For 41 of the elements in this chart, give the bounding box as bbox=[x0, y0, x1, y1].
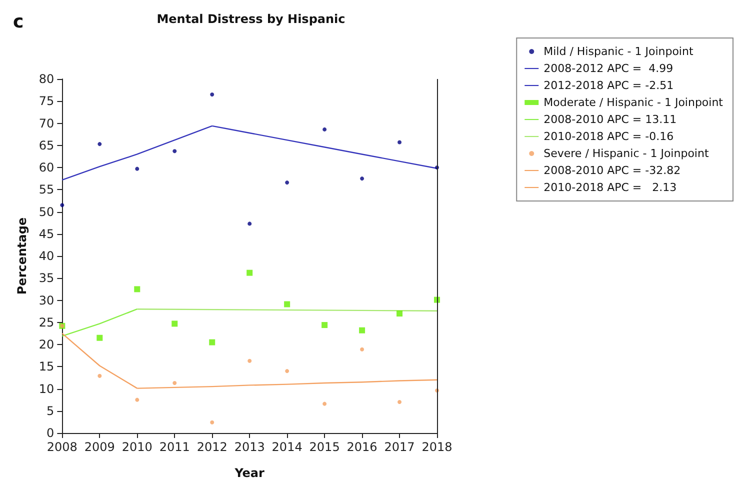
y-tick-label: 40 bbox=[38, 249, 54, 263]
x-axis-title: Year bbox=[234, 466, 265, 480]
y-tick-label: 60 bbox=[38, 160, 54, 174]
chart-title: Mental Distress by Hispanic bbox=[156, 12, 346, 26]
legend-label: Moderate / Hispanic - 1 Joinpoint bbox=[544, 96, 724, 109]
legend-label: Mild / Hispanic - 1 Joinpoint bbox=[544, 45, 694, 58]
legend-label: 2012-2018 APC = -2.51 bbox=[544, 79, 674, 92]
y-tick-label: 0 bbox=[46, 426, 54, 440]
y-tick-label: 80 bbox=[38, 72, 54, 86]
y-tick-label: 70 bbox=[38, 116, 54, 130]
y-tick-label: 25 bbox=[38, 315, 54, 330]
legend-label: 2010-2018 APC = 2.13 bbox=[544, 181, 677, 194]
x-tick-label: 2018 bbox=[422, 440, 452, 454]
x-tick-label: 2008 bbox=[46, 440, 78, 454]
x-tick-label: 2017 bbox=[384, 440, 415, 454]
y-tick-label: 30 bbox=[38, 293, 54, 308]
y-tick-label: 15 bbox=[38, 360, 54, 374]
y-tick-label: 75 bbox=[38, 94, 54, 108]
x-tick-label: 2009 bbox=[84, 440, 115, 454]
x-tick-label: 2014 bbox=[272, 440, 302, 454]
legend-label: 2008-2010 APC = 13.11 bbox=[544, 113, 677, 126]
x-tick-label: 2013 bbox=[234, 440, 265, 454]
y-tick-label: 55 bbox=[38, 182, 54, 197]
legend-label: Severe / Hispanic - 1 Joinpoint bbox=[544, 147, 710, 160]
x-tick-label: 2010 bbox=[122, 440, 152, 454]
y-axis-title: Percentage bbox=[15, 217, 29, 295]
y-tick-label: 35 bbox=[38, 271, 54, 286]
x-tick-label: 2016 bbox=[346, 440, 378, 454]
x-tick-label: 2015 bbox=[309, 440, 340, 454]
x-tick-label: 2012 bbox=[196, 440, 228, 454]
y-tick-label: 5 bbox=[46, 404, 54, 418]
legend-label: 2008-2010 APC = -32.82 bbox=[544, 164, 681, 177]
y-tick-label: 45 bbox=[38, 226, 54, 241]
x-tick-label: 2011 bbox=[159, 440, 190, 454]
y-tick-label: 20 bbox=[38, 338, 54, 352]
legend-label: 2010-2018 APC = -0.16 bbox=[544, 130, 674, 143]
y-tick-label: 65 bbox=[38, 138, 54, 152]
legend-label: 2008-2012 APC = 4.99 bbox=[544, 62, 674, 75]
text: c bbox=[13, 12, 24, 32]
y-tick-label: 50 bbox=[38, 204, 54, 219]
y-tick-label: 10 bbox=[38, 382, 54, 396]
